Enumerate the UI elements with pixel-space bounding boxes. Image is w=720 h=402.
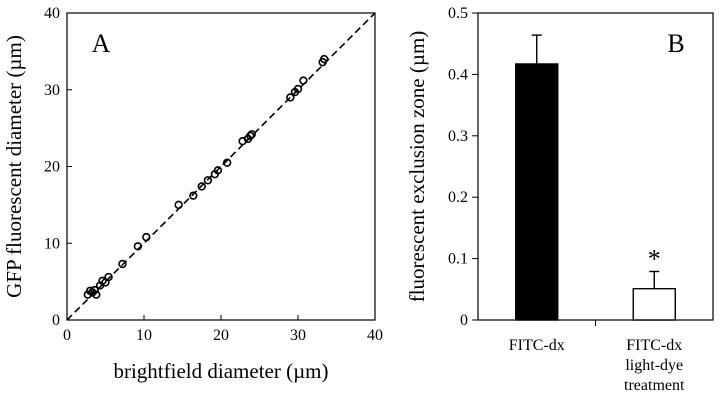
identity-reference-line xyxy=(66,12,376,321)
scatter-point xyxy=(247,130,257,139)
scatter-point xyxy=(142,232,151,242)
y-tick-label: 0.3 xyxy=(448,128,468,145)
scatter-point xyxy=(104,272,113,282)
scatter-point xyxy=(118,259,127,269)
x-tick-label: 0 xyxy=(63,327,71,344)
scatter-point xyxy=(133,242,143,251)
x-tick-label: 40 xyxy=(367,327,383,344)
scatter-point xyxy=(299,76,308,85)
scatter-point xyxy=(92,290,101,299)
y-tick-label: 10 xyxy=(44,235,60,252)
significance-marker: * xyxy=(648,244,661,273)
x-axis-title: brightfield diameter (µm) xyxy=(113,359,328,383)
category-label: FITC-dx xyxy=(509,337,565,354)
category-label: light-dye xyxy=(625,357,683,374)
scatter-point xyxy=(213,166,223,175)
y-tick-label: 0.1 xyxy=(448,251,468,268)
panel-b-bar-chart: 0 0.1 0.2 0.3 0.4 0.5 FITC-dx FITC-dx light-dye t… xyxy=(405,5,714,394)
scatter-point xyxy=(203,176,213,185)
y-axis-title: fluorescent exclusion zone (µm) xyxy=(405,31,429,303)
y-tick-label: 0.2 xyxy=(448,189,468,206)
scatter-point xyxy=(222,158,232,167)
bar xyxy=(632,287,676,321)
panel-a-label: A xyxy=(92,29,111,58)
x-tick-label: 20 xyxy=(213,327,229,344)
scatter-point xyxy=(189,191,198,200)
scatter-point xyxy=(197,182,206,191)
y-tick-label: 0 xyxy=(460,312,468,329)
y-tick-label: 20 xyxy=(44,159,60,176)
bar xyxy=(515,63,559,321)
scatter-point xyxy=(90,285,99,295)
panel-b-label: B xyxy=(667,29,684,58)
y-axis-title: GFP fluorescent diameter (µm) xyxy=(2,35,26,298)
category-label: FITC-dx xyxy=(626,337,682,354)
scatter-point xyxy=(293,84,303,94)
y-tick-label: 30 xyxy=(44,82,60,99)
y-tick-label: 0.5 xyxy=(448,5,468,22)
y-tick-label: 0.4 xyxy=(448,66,468,83)
scatter-point xyxy=(319,54,329,64)
y-tick-label: 40 xyxy=(44,5,60,22)
x-tick-label: 10 xyxy=(136,327,152,344)
y-tick-label: 0 xyxy=(52,312,60,329)
x-tick-label: 30 xyxy=(290,327,306,344)
scatter-point xyxy=(286,93,295,102)
panel-b-frame xyxy=(477,12,714,321)
scatter-point xyxy=(246,131,255,141)
category-label: treatment xyxy=(624,377,685,394)
scatter-point xyxy=(174,200,183,210)
